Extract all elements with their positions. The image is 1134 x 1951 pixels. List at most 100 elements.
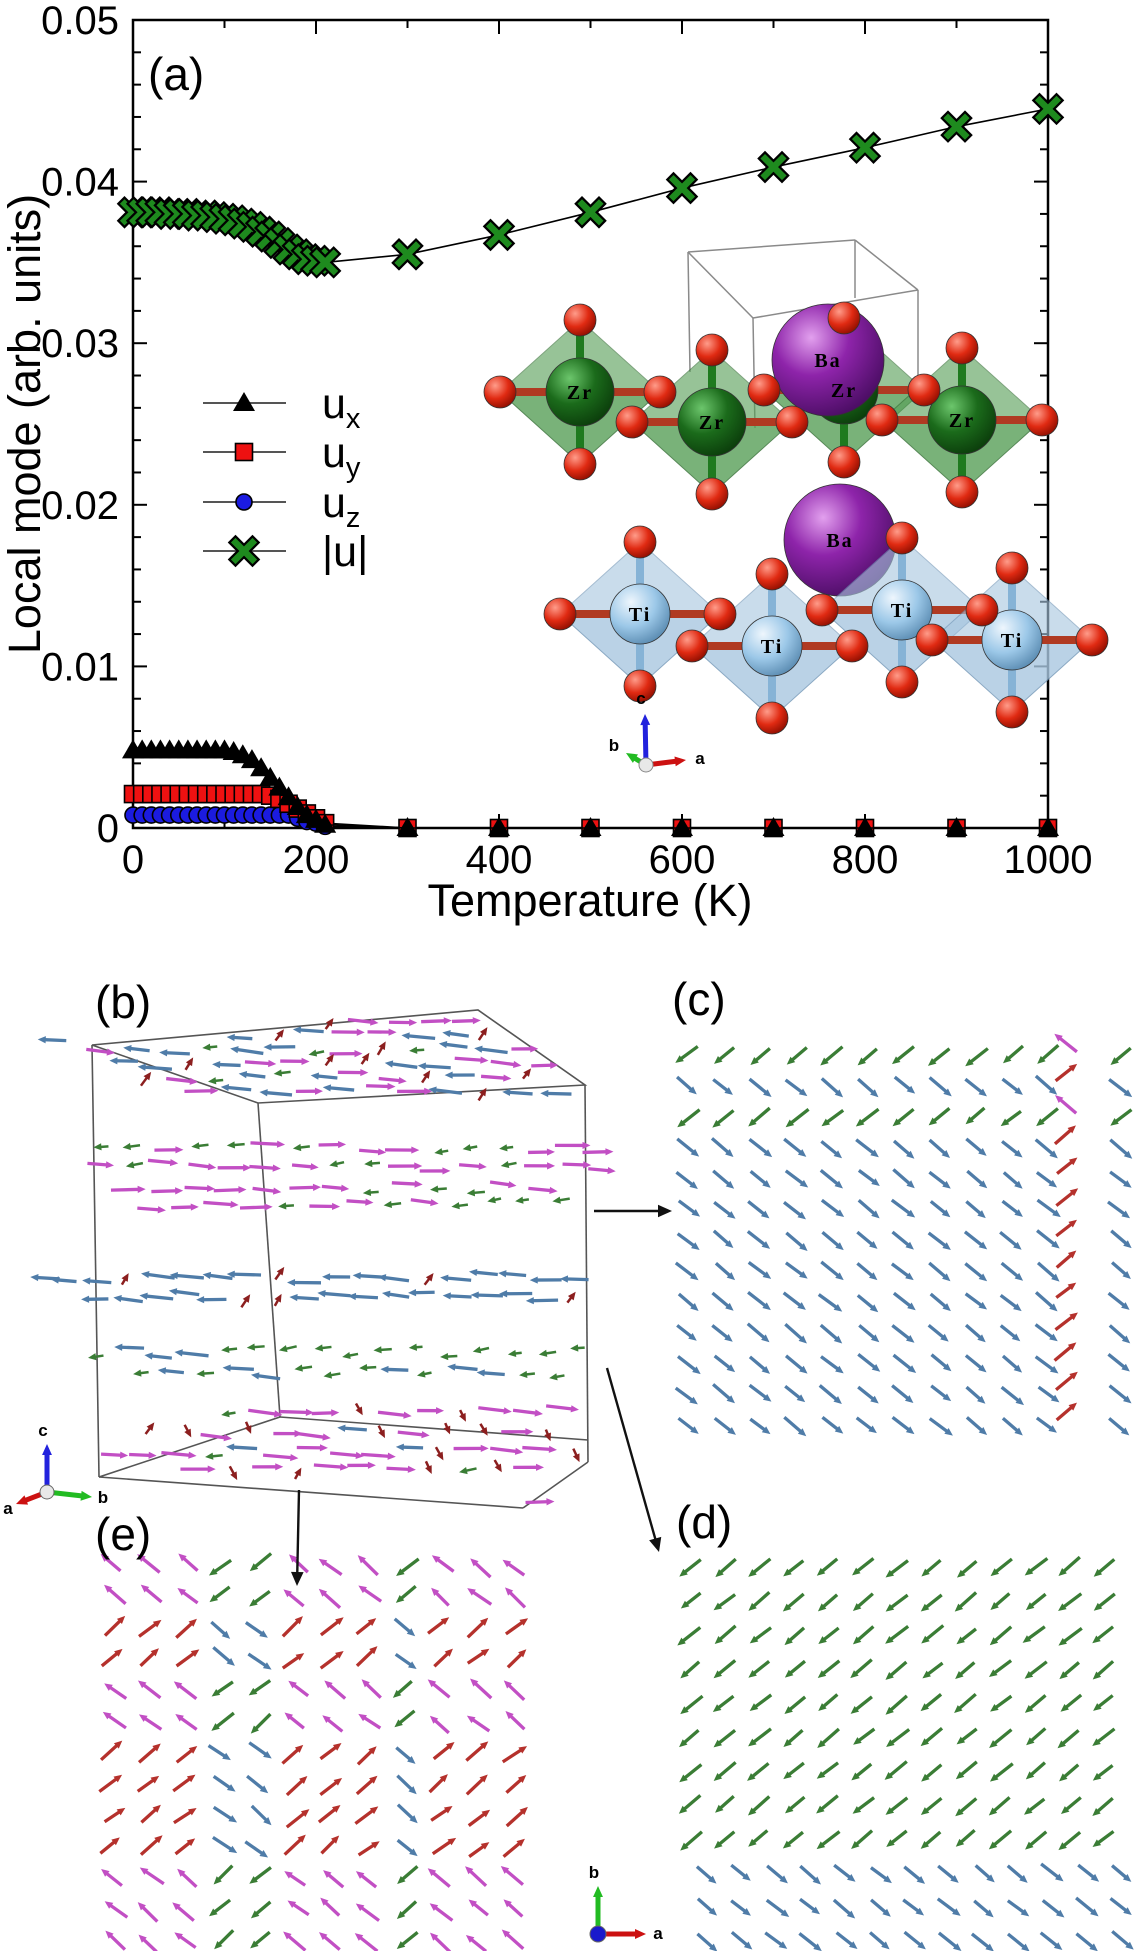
zr-atom bbox=[677, 387, 747, 457]
o-atom bbox=[1025, 403, 1059, 437]
legend-entry-ux: ux bbox=[203, 380, 361, 435]
panel-e-tag: (e) bbox=[95, 1508, 151, 1560]
box-edge bbox=[91, 1044, 100, 1478]
atom-label: Ti bbox=[1001, 630, 1024, 652]
unit-cell-wireframe bbox=[687, 251, 691, 373]
o-atom bbox=[835, 629, 869, 663]
legend-entry-uz: uz bbox=[203, 479, 360, 534]
o-atom bbox=[885, 521, 919, 555]
chart-series bbox=[116, 92, 1065, 838]
box-edge bbox=[98, 1476, 524, 1509]
y-tick-label: 0 bbox=[97, 807, 119, 851]
ti-atom bbox=[741, 615, 803, 677]
series-|u| bbox=[116, 92, 1065, 279]
y-tick-label: 0.01 bbox=[41, 645, 119, 689]
axis-label-b: b bbox=[98, 1488, 108, 1507]
o-atom bbox=[703, 597, 737, 631]
panel-c-tag: (c) bbox=[672, 973, 726, 1025]
axis-label-c: c bbox=[636, 689, 645, 708]
o-atom bbox=[885, 665, 919, 699]
box-edge bbox=[584, 1084, 589, 1463]
x-tick-label: 200 bbox=[283, 838, 350, 882]
unit-cell-wireframe bbox=[854, 239, 919, 291]
y-tick-label: 0.04 bbox=[41, 161, 119, 205]
ti-atom bbox=[871, 579, 933, 641]
o-atom bbox=[623, 525, 657, 559]
o-atom bbox=[995, 551, 1029, 585]
ba-atom bbox=[771, 303, 885, 417]
x-tick-label: 1000 bbox=[1004, 838, 1093, 882]
box-edge bbox=[522, 1461, 589, 1509]
panels-b-c-d-e-dipole-fields: c b a b a (b) (c) (d) (e) bbox=[3, 973, 1134, 1951]
octahedron bbox=[498, 319, 662, 465]
unit-cell-wireframe bbox=[687, 251, 754, 319]
axis-triads: c b a b a bbox=[3, 1421, 663, 1943]
series-ux bbox=[122, 739, 1059, 836]
box-edge bbox=[279, 1416, 589, 1441]
x-tick-label: 800 bbox=[832, 838, 899, 882]
panel-d-arrow-grid bbox=[677, 1555, 1134, 1951]
o-atom bbox=[1075, 623, 1109, 657]
triad-origin bbox=[39, 1484, 55, 1500]
o-atom bbox=[643, 375, 677, 409]
zr-atom bbox=[927, 385, 997, 455]
panel-a-local-mode-chart: 0 200 400 600 800 1000 0 0.01 0.02 0.03 0.04 0.05 u… bbox=[0, 0, 1109, 926]
o-atom bbox=[907, 373, 941, 407]
box-edge bbox=[257, 1102, 281, 1418]
o-atom bbox=[865, 403, 899, 437]
o-atom bbox=[543, 597, 577, 631]
atom-label: Ti bbox=[891, 600, 914, 622]
y-tick-label: 0.05 bbox=[41, 0, 119, 43]
panel-a-tag: (a) bbox=[148, 48, 204, 100]
atom-label: Ti bbox=[629, 604, 652, 626]
o-atom bbox=[623, 669, 657, 703]
o-atom bbox=[827, 445, 861, 479]
legend-label: uz bbox=[322, 479, 360, 534]
axis-label-a: a bbox=[695, 749, 705, 768]
legend-entry-|u|: |u| bbox=[203, 528, 368, 576]
ti-atom bbox=[981, 609, 1043, 671]
y-tick-label: 0.03 bbox=[41, 322, 119, 366]
o-atom bbox=[695, 333, 729, 367]
axis-label-b: b bbox=[609, 736, 619, 755]
atom-label: Zr bbox=[699, 412, 725, 434]
o-atom bbox=[563, 303, 597, 337]
x-tick-label: 0 bbox=[122, 838, 144, 882]
legend-label: uy bbox=[322, 429, 361, 484]
o-atom bbox=[965, 593, 999, 627]
panel-b-3d-dipole-box bbox=[30, 1009, 616, 1509]
atom-label: Ba bbox=[814, 350, 841, 372]
unit-cell-wireframe bbox=[687, 239, 856, 253]
axis-label-b: b bbox=[589, 1863, 599, 1882]
o-atom bbox=[945, 331, 979, 365]
y-tick-label: 0.02 bbox=[41, 484, 119, 528]
o-atom bbox=[483, 375, 517, 409]
o-atom bbox=[615, 405, 649, 439]
panel-e-arrow-grid bbox=[98, 1552, 529, 1951]
panel-c-arrow-grid bbox=[674, 1033, 1133, 1437]
legend-entry-uy: uy bbox=[203, 429, 361, 484]
axis-label-c: c bbox=[38, 1421, 47, 1440]
atom-label: Zr bbox=[949, 410, 975, 432]
o-atom bbox=[827, 301, 861, 335]
triad-origin bbox=[638, 757, 654, 773]
atom-label: Ba bbox=[826, 530, 853, 552]
atom-label: Zr bbox=[831, 380, 857, 402]
x-tick-label: 400 bbox=[466, 838, 533, 882]
zr-atom bbox=[545, 357, 615, 427]
panel-b-tag: (b) bbox=[95, 976, 151, 1028]
atom-label: Zr bbox=[567, 382, 593, 404]
o-atom bbox=[915, 623, 949, 657]
o-atom bbox=[695, 477, 729, 511]
x-tick-label: 600 bbox=[649, 838, 716, 882]
panel-d-tag: (d) bbox=[676, 1496, 732, 1548]
x-axis-title: Temperature (K) bbox=[427, 875, 752, 926]
legend-label: |u| bbox=[322, 528, 368, 576]
crystal-structure-inset: Zr Zr Zr Zr Ba Ba Ti Ti Ti Ti c a b bbox=[483, 239, 1109, 773]
o-atom bbox=[747, 373, 781, 407]
o-atom bbox=[805, 593, 839, 627]
o-atom bbox=[563, 447, 597, 481]
y-axis-title: Local mode (arb. units) bbox=[0, 194, 50, 654]
